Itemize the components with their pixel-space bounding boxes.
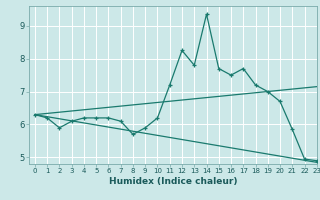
X-axis label: Humidex (Indice chaleur): Humidex (Indice chaleur) — [108, 177, 237, 186]
